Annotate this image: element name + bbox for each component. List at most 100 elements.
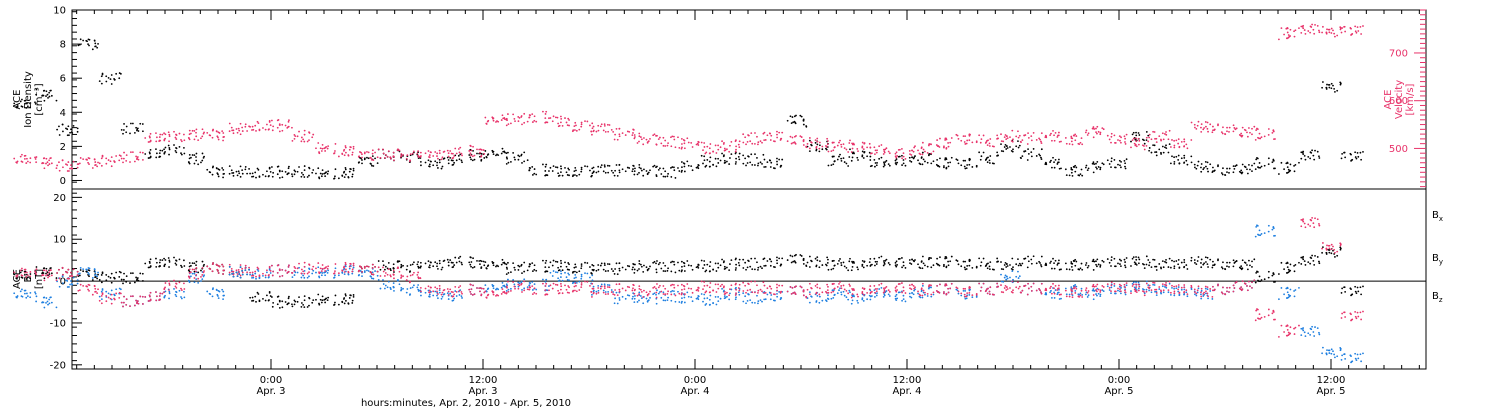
data-point xyxy=(120,278,123,281)
data-point xyxy=(591,122,594,125)
data-point xyxy=(276,126,279,129)
data-point xyxy=(1183,157,1186,159)
data-point xyxy=(930,266,933,269)
data-point xyxy=(850,151,853,153)
data-point xyxy=(88,289,90,292)
data-point xyxy=(77,163,80,165)
data-point xyxy=(626,130,629,133)
data-point xyxy=(1249,168,1251,171)
data-point xyxy=(411,263,414,266)
data-point xyxy=(832,259,835,262)
data-point xyxy=(535,288,538,291)
data-point xyxy=(440,158,443,161)
data-point xyxy=(640,297,643,300)
data-point xyxy=(248,266,250,269)
data-point xyxy=(960,164,963,167)
data-point xyxy=(113,297,115,300)
data-point xyxy=(278,124,281,126)
data-point xyxy=(1000,150,1003,152)
data-point xyxy=(406,265,409,267)
data-point xyxy=(1226,167,1228,170)
data-point xyxy=(712,268,715,271)
data-point xyxy=(46,273,49,276)
data-point xyxy=(646,173,649,176)
data-point xyxy=(754,164,756,166)
data-point xyxy=(723,159,726,162)
data-point xyxy=(957,263,960,266)
data-point xyxy=(656,134,658,137)
data-point xyxy=(1260,279,1263,281)
data-point xyxy=(79,157,82,159)
data-point xyxy=(455,295,458,297)
data-point xyxy=(398,283,401,286)
data-point xyxy=(34,270,36,273)
data-point xyxy=(1339,248,1342,251)
data-point xyxy=(719,297,722,300)
data-point xyxy=(1086,134,1089,136)
data-point xyxy=(337,155,340,158)
data-point xyxy=(566,268,569,271)
data-point xyxy=(572,270,575,273)
data-point xyxy=(975,140,978,143)
data-point xyxy=(308,167,311,170)
data-point xyxy=(909,295,911,298)
data-point xyxy=(195,128,198,131)
data-point xyxy=(217,175,220,178)
data-point xyxy=(523,112,526,115)
data-point xyxy=(615,262,618,265)
data-point xyxy=(1019,156,1022,159)
data-point xyxy=(520,280,523,283)
data-point xyxy=(200,269,202,272)
data-point xyxy=(580,277,583,280)
data-point xyxy=(681,166,683,169)
data-point xyxy=(1177,138,1180,141)
data-point xyxy=(342,268,345,271)
data-point xyxy=(110,281,113,284)
data-point xyxy=(754,268,756,271)
data-point xyxy=(491,116,494,119)
data-point xyxy=(382,266,384,269)
data-point xyxy=(1318,29,1320,32)
data-point xyxy=(678,269,681,272)
data-point xyxy=(1058,158,1060,161)
data-point xyxy=(549,261,552,264)
data-point xyxy=(1125,133,1128,136)
data-point xyxy=(1196,291,1199,294)
data-point xyxy=(351,153,354,156)
data-point xyxy=(1095,127,1097,130)
data-point xyxy=(1058,167,1061,170)
data-point xyxy=(1070,262,1073,265)
data-point xyxy=(19,290,22,293)
data-point xyxy=(1165,133,1168,136)
data-point xyxy=(608,263,611,266)
data-point xyxy=(232,174,235,177)
data-point xyxy=(351,272,354,275)
data-point xyxy=(726,266,728,269)
data-point xyxy=(1194,261,1196,264)
data-point xyxy=(1113,257,1116,260)
data-point xyxy=(387,280,390,283)
data-point xyxy=(300,305,303,308)
data-point xyxy=(924,160,926,163)
data-point xyxy=(460,261,463,264)
data-point xyxy=(655,262,657,265)
data-point xyxy=(897,291,900,294)
data-point xyxy=(296,267,299,270)
data-point xyxy=(1350,361,1352,364)
data-point xyxy=(195,264,197,266)
data-point xyxy=(838,289,840,292)
data-point xyxy=(312,133,315,136)
data-point xyxy=(921,267,924,270)
data-point xyxy=(1303,154,1306,157)
data-point xyxy=(164,146,167,149)
data-point xyxy=(409,264,412,266)
data-point xyxy=(1318,157,1321,159)
data-point xyxy=(545,110,548,113)
data-point xyxy=(610,268,613,270)
data-point xyxy=(1161,285,1164,288)
data-point xyxy=(115,292,118,295)
data-point xyxy=(374,151,376,154)
data-point xyxy=(70,128,72,131)
data-point xyxy=(35,161,38,164)
data-point xyxy=(144,137,147,139)
